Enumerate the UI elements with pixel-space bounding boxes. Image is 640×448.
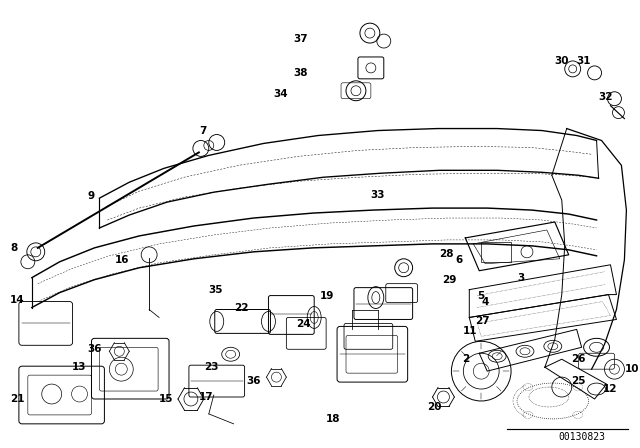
Text: 3: 3 [517, 273, 524, 283]
Text: 23: 23 [204, 362, 218, 372]
Text: 7: 7 [199, 125, 206, 136]
Text: 31: 31 [577, 56, 591, 66]
Text: 20: 20 [428, 402, 442, 412]
Text: 12: 12 [602, 384, 617, 394]
Text: 17: 17 [199, 392, 214, 402]
Text: 6: 6 [456, 255, 463, 265]
Text: 19: 19 [320, 291, 335, 301]
Text: 33: 33 [370, 190, 385, 200]
Text: 24: 24 [296, 319, 311, 329]
Text: 35: 35 [209, 284, 223, 295]
Text: 32: 32 [598, 92, 613, 102]
Text: 4: 4 [481, 297, 488, 306]
Text: 14: 14 [10, 295, 24, 305]
Text: 36: 36 [88, 344, 102, 354]
Text: 15: 15 [159, 394, 173, 404]
Text: 13: 13 [72, 362, 86, 372]
Text: 16: 16 [115, 255, 129, 265]
Text: 27: 27 [476, 316, 490, 327]
Text: 5: 5 [477, 291, 484, 301]
Text: 18: 18 [326, 414, 340, 424]
Text: 9: 9 [88, 191, 95, 201]
Text: 29: 29 [442, 275, 457, 284]
Text: 25: 25 [571, 376, 585, 386]
Text: 2: 2 [462, 354, 470, 364]
Text: 8: 8 [10, 243, 17, 253]
Text: 22: 22 [234, 302, 248, 313]
Text: 37: 37 [293, 34, 308, 44]
Text: 11: 11 [462, 327, 477, 336]
Text: 21: 21 [10, 394, 24, 404]
Text: 38: 38 [293, 68, 308, 78]
Text: 28: 28 [440, 249, 454, 259]
Text: 26: 26 [571, 354, 585, 364]
Text: 10: 10 [625, 364, 639, 374]
Text: 36: 36 [246, 376, 261, 386]
Text: 34: 34 [273, 89, 288, 99]
Text: 00130823: 00130823 [559, 432, 606, 442]
Text: 30: 30 [555, 56, 570, 66]
